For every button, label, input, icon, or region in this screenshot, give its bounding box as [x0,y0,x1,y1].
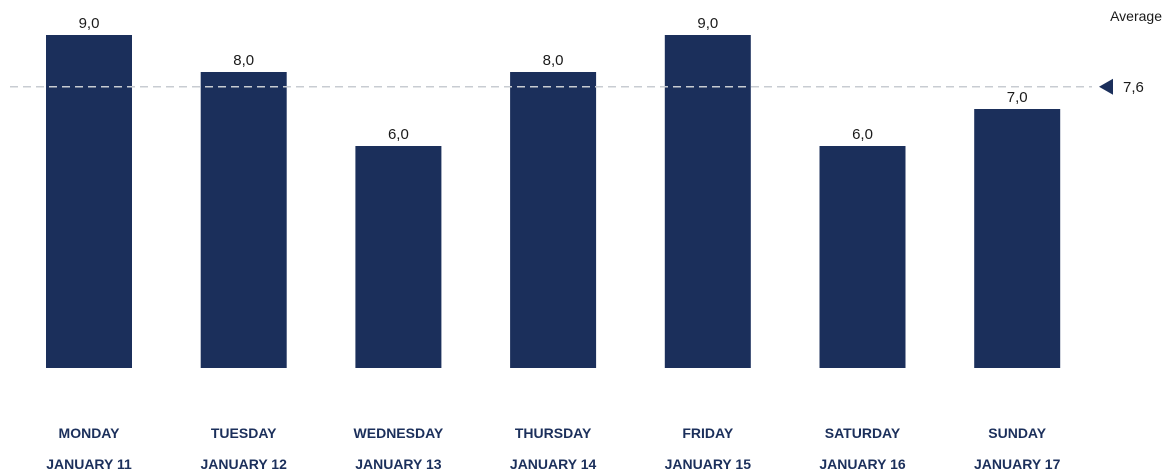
value-label-2: 6,0 [388,126,409,143]
value-label-0: 9,0 [79,15,100,32]
bars-group [46,35,1061,368]
category-date-5: JANUARY 16 [819,456,906,472]
category-day-5: SATURDAY [825,425,901,441]
average-marker-icon [1099,78,1113,95]
value-label-3: 8,0 [543,52,564,69]
category-day-0: MONDAY [59,425,121,441]
category-day-6: SUNDAY [988,425,1046,441]
value-label-6: 7,0 [1007,89,1028,106]
category-day-2: WEDNESDAY [354,425,444,441]
value-label-4: 9,0 [697,15,718,32]
bar-2 [355,146,442,368]
bar-5 [819,146,906,368]
labels-group: 9,0 MONDAY JANUARY 11 8,0 TUESDAY JANUARY 12 6… [46,15,1060,472]
category-date-1: JANUARY 12 [201,456,288,472]
category-date-0: JANUARY 11 [46,456,132,472]
bar-1 [200,72,287,368]
category-date-2: JANUARY 13 [355,456,442,472]
category-day-3: THURSDAY [515,425,592,441]
category-date-6: JANUARY 17 [974,456,1061,472]
average-title: Average [1110,8,1162,24]
category-day-4: FRIDAY [682,425,733,441]
bar-0 [46,35,132,368]
value-label-1: 8,0 [233,52,254,69]
category-date-4: JANUARY 15 [665,456,752,472]
category-date-3: JANUARY 14 [510,456,597,472]
value-label-5: 6,0 [852,126,873,143]
average-value-label: 7,6 [1123,79,1144,96]
bar-6 [974,109,1061,368]
category-day-1: TUESDAY [211,425,277,441]
bar-3 [510,72,597,368]
bar-4 [664,35,751,368]
